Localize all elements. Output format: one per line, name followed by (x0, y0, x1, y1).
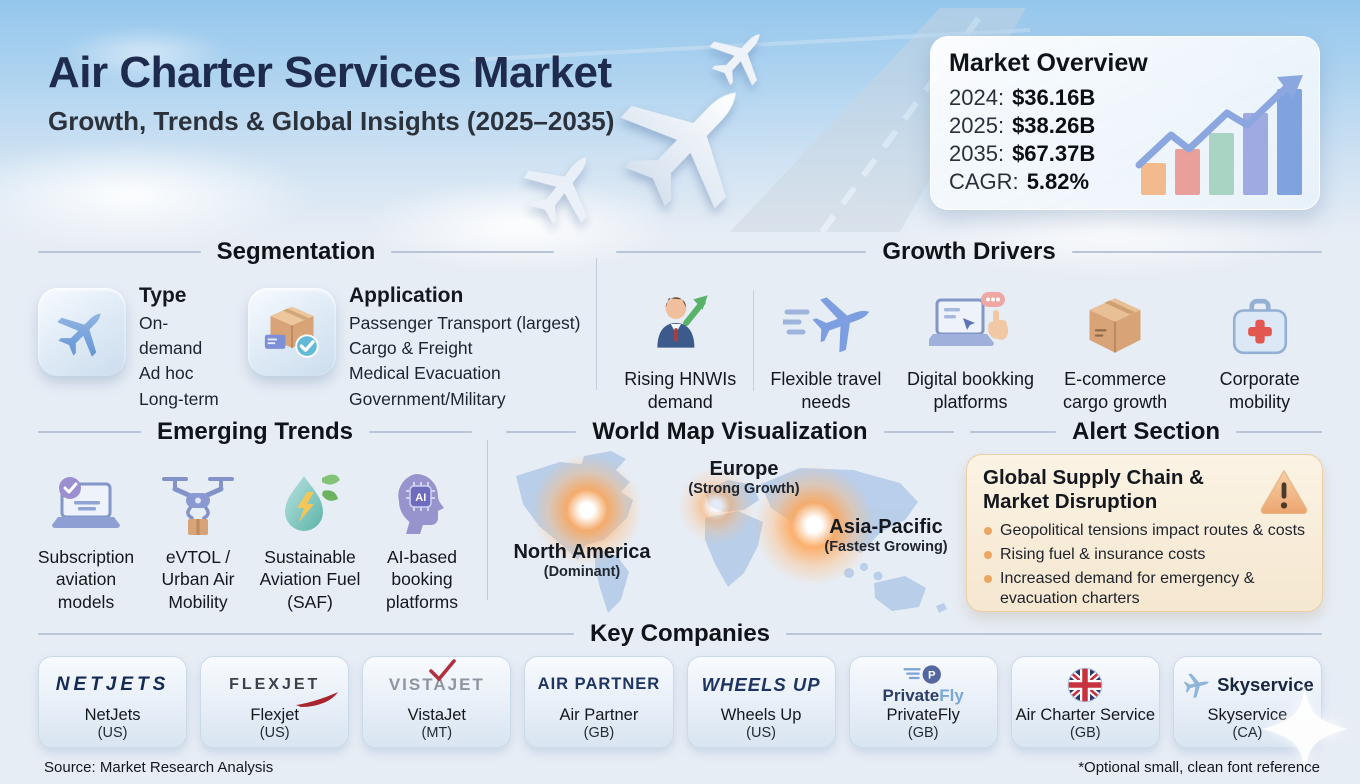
businessman-growth-icon (657, 295, 709, 348)
segment-item: Long-term (139, 388, 219, 409)
segment-type-group: Type On-demand Ad hoc Long-term (38, 282, 222, 412)
cloud (0, 140, 320, 250)
company-card: NETJETS NetJets (US) (38, 656, 188, 748)
segmentation-heading: Segmentation (38, 238, 554, 266)
vertical-divider (752, 290, 754, 391)
warning-icon (1260, 470, 1308, 514)
svg-text:AI: AI (415, 492, 426, 504)
trend: Sustainable Aviation Fuel (SAF) (254, 460, 366, 613)
airplane-icon (48, 296, 118, 366)
company-cards-row: NETJETS NetJets (US) FLEXJET Flexjet (US… (38, 656, 1322, 748)
cargo-box-icon (1089, 298, 1141, 353)
drone-icon (162, 477, 234, 535)
hotspot-glow (531, 454, 643, 566)
company-card: P PrivateFly PrivateFly (GB) (848, 656, 998, 748)
segment-application-group: Application Passenger Transport (largest… (248, 282, 594, 412)
emerging-trends-body: Subscription aviation models eVTOL / Urb… (30, 460, 478, 613)
alert-section-heading: Alert Section (970, 418, 1322, 446)
alert-bullet: Rising fuel & insurance costs (983, 545, 1306, 565)
privatefly-wing-p-icon: P (903, 665, 942, 684)
flexjet-swoosh-icon (296, 691, 339, 707)
growth-drivers-heading: Growth Drivers (616, 238, 1322, 266)
wheels-up-logo: WHEELS UP (701, 673, 821, 695)
segment-title: Application (349, 284, 464, 307)
stat-row: CAGR: 5.82% (949, 168, 1090, 194)
growth-driver: Corporate mobility (1187, 276, 1332, 415)
segment-item: Cargo & Freight (349, 338, 473, 359)
emerging-trends-heading: Emerging Trends (38, 418, 472, 446)
segment-item: Medical Evacuation (349, 363, 501, 384)
vertical-divider (596, 258, 597, 390)
segmentation-body: Type On-demand Ad hoc Long-term (38, 282, 594, 412)
segment-item: Ad hoc (139, 363, 194, 384)
company-card: Skyservice Skyservice (CA) (1172, 656, 1322, 748)
flexjet-logo: FLEXJET (229, 664, 339, 707)
ai-head-icon: AI (398, 474, 444, 534)
trend: eVTOL / Urban Air Mobility (142, 460, 254, 613)
trend: Subscription aviation models (30, 460, 142, 613)
stat-row: 2035: $67.37B (949, 140, 1096, 166)
stat-row: 2024: $36.16B (949, 85, 1096, 110)
growth-bar-chart-illustration (1135, 75, 1303, 195)
package-icon (264, 306, 319, 358)
svg-text:P: P (928, 669, 936, 681)
alert-bullet: Increased demand for emergency & evacuat… (983, 569, 1283, 609)
page-title: Air Charter Services Market (48, 48, 612, 97)
privatefly-logo: P PrivateFly (883, 664, 964, 706)
netjets-logo: NETJETS (55, 673, 170, 695)
segment-item: Passenger Transport (largest) (349, 313, 581, 333)
footer-reference-note: *Optional small, clean font reference (1078, 759, 1320, 776)
alert-title: Global Supply Chain & Market Disruption (983, 466, 1204, 513)
company-card: WHEELS UP Wheels Up (US) (686, 656, 836, 748)
region-europe: Europe (Strong Growth) (688, 458, 800, 497)
cloud (60, 26, 230, 81)
first-aid-kit-icon (1232, 298, 1287, 355)
sparkle-decoration (1262, 686, 1348, 772)
growth-driver: Rising HNWIs demand (608, 276, 753, 415)
growth-driver: E-commerce cargo growth (1043, 276, 1188, 415)
air-partner-logo: AIR PARTNER (537, 675, 661, 694)
company-card: VISTAJET VistaJet (MT) (362, 656, 512, 748)
bird-jet-icon (1182, 670, 1212, 700)
page-subtitle: Growth, Trends & Global Insights (2025–2… (48, 106, 615, 136)
vistajet-check-icon (428, 659, 456, 681)
world-map-heading: World Map Visualization (506, 418, 954, 446)
segment-item: On-demand (139, 313, 203, 359)
eco-fuel-droplet-icon (285, 474, 340, 531)
source-note: Source: Market Research Analysis (44, 759, 274, 776)
growth-drivers-body: Rising HNWIs demand Flexible travel need… (608, 276, 1332, 415)
region-asia-pacific: Asia-Pacific (Fastest Growing) (824, 516, 948, 555)
world-map: North America (Dominant) Europe (Strong … (500, 448, 960, 618)
market-overview-card: Market Overview 2024: $36.16B 2025: $38.26… (930, 36, 1320, 210)
key-companies-heading: Key Companies (38, 620, 1322, 648)
segment-title: Type (139, 284, 187, 307)
segment-item: Government/Military (349, 388, 506, 409)
growth-driver: Digital bookking platforms (898, 276, 1043, 415)
skyservice-logo: Skyservice (1181, 664, 1314, 706)
trend: AI AI-based booking platforms (366, 460, 478, 613)
hotspot-glow (677, 467, 755, 545)
market-overview-title: Market Overview (949, 49, 1148, 77)
growth-driver: Flexible travel needs (754, 276, 899, 415)
region-north-america: North America (Dominant) (513, 541, 651, 580)
fast-airplane-icon (782, 290, 869, 358)
type-tile (38, 288, 126, 376)
application-tile (248, 288, 336, 376)
vistajet-logo: VISTAJET (389, 659, 485, 706)
alert-bullet-list: Geopolitical tensions impact routes & co… (983, 521, 1306, 610)
vertical-divider (487, 440, 488, 600)
laptop-subscription-icon (52, 477, 120, 528)
alert-card: Global Supply Chain & Market Disruption … (966, 454, 1323, 612)
uk-flag-icon (1067, 664, 1103, 706)
company-card: FLEXJET Flexjet (US) (200, 656, 350, 748)
laptop-booking-icon (929, 292, 1009, 346)
company-card: AIR PARTNER Air Partner (GB) (524, 656, 674, 748)
company-card: Air Charter Service (GB) (1010, 656, 1160, 748)
stat-row: 2025: $38.26B (949, 112, 1096, 138)
hotspot-glow (753, 464, 875, 586)
alert-bullet: Geopolitical tensions impact routes & co… (983, 521, 1306, 541)
